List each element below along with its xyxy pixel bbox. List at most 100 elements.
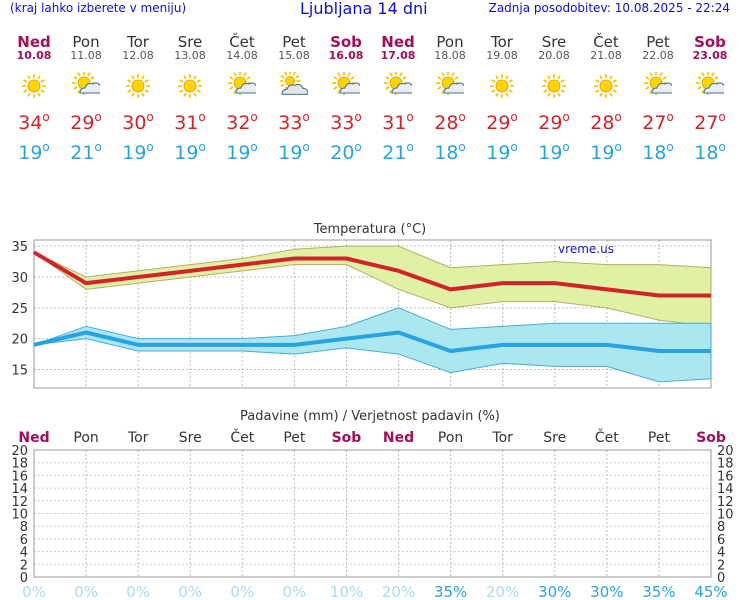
sun-cloud-icon (72, 71, 107, 100)
day-name: Sre (177, 33, 203, 51)
min-temp: 19o (226, 140, 258, 164)
y-tick-label-right: 14 (717, 482, 734, 497)
sun-icon (126, 74, 150, 98)
min-temp: 19o (486, 140, 518, 164)
day-column: Tor 12.08 30o 19o (112, 33, 164, 164)
y-tick-label-right: 8 (717, 520, 725, 535)
sun-cloud-icon (436, 71, 471, 100)
precipitation-probability: 0% (22, 583, 46, 600)
sun-cloud-icon (436, 71, 471, 95)
x-tick-label: Tor (491, 430, 513, 446)
precipitation-chart-title: Padavine (mm) / Verjetnost padavin (%) (240, 409, 500, 424)
x-tick-label: Čet (230, 428, 254, 446)
day-date: 21.08 (590, 49, 622, 62)
precipitation-plot-frame (33, 449, 712, 578)
min-temp: 19o (590, 140, 622, 164)
day-name: Pet (646, 33, 670, 51)
max-temp: 32o (226, 110, 258, 134)
sun-icon (594, 74, 618, 98)
x-tick-label: Pet (283, 430, 306, 446)
day-column: Pet 22.08 27o 18o (632, 33, 684, 164)
day-date: 15.08 (278, 49, 310, 62)
y-tick-label-left: 6 (20, 533, 28, 548)
sun-cloud-icon (384, 71, 419, 100)
y-tick-label-right: 18 (717, 457, 734, 472)
x-tick-label: Pet (648, 430, 671, 446)
min-temp: 19o (122, 140, 154, 164)
y-tick-label: 15 (11, 364, 28, 379)
min-data-point (710, 350, 712, 352)
header-bar: (kraj lahko izberete v meniju) Ljubljana… (0, 0, 740, 20)
max-data-point (398, 270, 400, 272)
precipitation-probability: 30% (538, 583, 571, 600)
day-name: Pon (436, 33, 464, 51)
day-name: Pet (282, 33, 306, 51)
min-data-point (241, 344, 243, 346)
max-data-point (241, 264, 243, 266)
min-data-point (554, 344, 556, 346)
min-temp: 19o (538, 140, 570, 164)
day-column: Čet 14.08 32o 19o (216, 34, 268, 164)
day-name: Čet (593, 33, 619, 51)
x-tick-label: Pon (438, 430, 463, 446)
temperature-chart-title: Temperatura (°C) (313, 222, 426, 237)
y-tick-label-left: 10 (11, 508, 28, 523)
day-date: 17.08 (380, 49, 416, 62)
max-data-point (137, 276, 139, 278)
precipitation-probability: 0% (282, 583, 306, 600)
max-range-band (33, 245, 712, 327)
day-column: Tor 19.08 29o 19o (476, 34, 528, 164)
sun-cloud-icon (644, 71, 679, 100)
max-data-point (658, 295, 660, 296)
page-title: Ljubljana 14 dni (300, 0, 428, 18)
watermark: vreme.us (558, 242, 614, 256)
y-tick-label-right: 10 (717, 508, 734, 523)
day-name: Ned (17, 33, 51, 51)
min-temp: 18o (694, 140, 726, 164)
min-temp: 21o (382, 140, 414, 164)
sun-icon (488, 72, 516, 100)
max-temp: 33o (330, 110, 362, 134)
min-temp: 18o (642, 140, 674, 164)
day-date: 23.08 (692, 49, 728, 62)
precipitation-probability: 0% (126, 583, 150, 600)
day-column: Pon 18.08 28o 18o (424, 33, 476, 164)
max-temp: 28o (590, 110, 622, 134)
x-tick-label: Ned (18, 430, 49, 446)
max-data-point (85, 282, 87, 284)
day-date: 19.08 (486, 49, 518, 62)
location-hint[interactable]: (kraj lahko izberete v meniju) (10, 1, 187, 15)
day-column: Sre 13.08 31o 19o (164, 33, 216, 164)
day-column: Sob 23.08 27o 18o (684, 34, 736, 164)
cloud-sun-icon (279, 70, 309, 100)
min-temp: 21o (70, 140, 102, 164)
day-column: Čet 21.08 28o 19o (580, 33, 632, 164)
min-temp: 18o (434, 140, 466, 164)
max-temp: 29o (70, 110, 102, 134)
sun-cloud-icon (384, 71, 419, 95)
y-tick-label-left: 2 (20, 558, 28, 573)
sun-icon (176, 72, 204, 100)
day-date: 14.08 (226, 49, 258, 62)
x-tick-label: Sre (543, 430, 566, 446)
day-date: 16.08 (328, 49, 364, 62)
y-tick-label-right: 6 (717, 533, 725, 548)
min-data-point (33, 344, 35, 346)
sun-cloud-icon (696, 71, 731, 95)
day-date: 22.08 (642, 49, 674, 62)
sun-cloud-icon (696, 71, 731, 100)
sun-icon (22, 74, 46, 98)
day-name: Tor (127, 33, 149, 51)
max-temperature-line (32, 250, 711, 298)
precipitation-probability: 35% (642, 583, 675, 600)
day-forecast-strip: Ned 10.08 34o 19o Pon 11.08 29o 21o Tor 12.08 30o 1… (8, 34, 736, 170)
max-data-point (502, 282, 504, 284)
y-tick-label-left: 8 (20, 520, 28, 535)
y-tick-label-left: 18 (11, 457, 28, 472)
day-name: Sob (330, 33, 362, 51)
sun-cloud-icon (644, 71, 679, 95)
min-data-point (502, 344, 504, 346)
max-temp: 29o (538, 110, 570, 134)
max-temp: 34o (18, 110, 50, 134)
day-date: 20.08 (538, 49, 570, 62)
